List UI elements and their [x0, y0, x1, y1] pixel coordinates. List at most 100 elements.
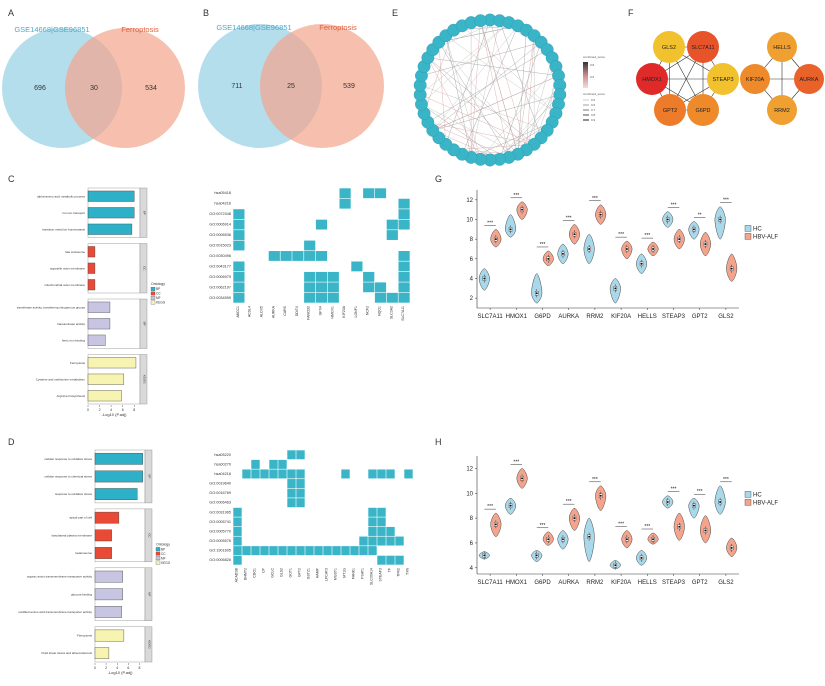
y-tick-label: 8 [470, 237, 474, 243]
x-tick-label: 4 [116, 666, 118, 670]
x-tick-label: GPT2 [692, 580, 708, 586]
x-tick-label: HMOX1 [506, 580, 528, 586]
bar [94, 570, 123, 583]
network-legend: combined_score 0.8 0.6 combined_score 0.… [583, 55, 605, 122]
hub-node-label: RRM2 [774, 108, 790, 114]
heatmap-cell [242, 469, 251, 479]
x-tick-label: RRM2 [586, 314, 604, 320]
significance-label: *** [644, 524, 650, 530]
y-tick-label: 12 [466, 466, 473, 472]
heatmap-row-label: GO:0062197 [209, 285, 231, 289]
legend-label: HC [753, 492, 762, 498]
y-tick-label: 10 [466, 218, 473, 224]
network-edge [445, 35, 472, 158]
bar [94, 511, 120, 524]
x-tick-label: 0 [94, 666, 96, 670]
heatmap-cell [233, 526, 242, 536]
heatmap-col-label: CP [262, 567, 266, 573]
heatmap-col-label: GPT2 [298, 568, 302, 577]
bar [87, 223, 133, 235]
violin-median [625, 538, 628, 541]
heatmap-cell [315, 219, 328, 230]
heatmap-cell [395, 536, 404, 546]
heatmap-col-label: ALOX5 [260, 306, 264, 317]
heatmap-row-label: GO:0034599 [209, 296, 231, 300]
facet-strip [144, 567, 153, 621]
heatmap-col-label: TF [388, 568, 392, 572]
heatmap-row-label: hsa04216 [214, 202, 231, 206]
y-tick-label: 6 [470, 257, 474, 263]
bar [87, 279, 96, 291]
heatmap-col-label: ACADSB [235, 567, 239, 582]
x-tick-label: KIF20A [611, 314, 631, 320]
heatmap-cell [278, 546, 287, 556]
violin-median [692, 504, 695, 507]
heatmap-cell [363, 282, 375, 293]
y-tick-label: 10 [466, 491, 473, 497]
network-edge [499, 94, 560, 160]
violin-median [704, 529, 707, 532]
bar [87, 207, 135, 219]
heatmap-cell [377, 555, 386, 565]
significance-label: ** [698, 212, 702, 218]
venn-a-right-circle [65, 28, 185, 148]
bar-label: cellular response to oxidative stress [44, 457, 92, 461]
legend-label: CC [156, 292, 161, 296]
network-edge [421, 22, 510, 105]
heatmap-cell [363, 271, 375, 282]
legend-swatch [155, 551, 161, 556]
facet-strip-label: CC [148, 533, 152, 538]
heatmap-cell [377, 469, 386, 479]
heatmap-cell [287, 479, 296, 489]
heatmap-cell [251, 546, 260, 556]
heatmap-col-label: CARS [283, 305, 287, 315]
network-edge [438, 42, 510, 158]
significance-label: *** [566, 215, 572, 221]
violin-median [573, 233, 576, 236]
bar-label: Fluid shear stress and atherosclerosis [41, 651, 92, 655]
network-edge [438, 25, 518, 43]
network-edge [470, 20, 481, 158]
panel-letter-b: B [203, 8, 209, 18]
bar [94, 606, 122, 618]
significance-label: *** [566, 499, 572, 505]
heatmap-col-label: GOT1 [289, 568, 293, 578]
x-tick-label: STEAP3 [662, 580, 686, 586]
legend-label: MF [156, 296, 161, 300]
network-edge [421, 104, 500, 160]
heatmap-cell [339, 198, 351, 209]
heatmap-cell [287, 546, 296, 556]
significance-label: *** [618, 522, 624, 528]
bar [87, 318, 111, 330]
network-edge [427, 57, 559, 76]
heatmap-cell [233, 536, 242, 546]
bar-label: ferric iron binding [62, 338, 85, 342]
violin-median [521, 477, 524, 480]
x-tick-label: AURKA [558, 580, 579, 586]
heatmap-row-label: GO:0005576 [209, 539, 231, 543]
heatmap-col-label: MGST1 [334, 568, 338, 580]
bar-label: modified amino acid transmembrane transp… [18, 610, 92, 614]
heatmap-cell [233, 209, 245, 220]
hub-node [767, 95, 797, 125]
heatmap-col-label: GLS2 [280, 568, 284, 577]
bar-label: cellular response to chemical stress [44, 474, 92, 478]
bar [94, 588, 123, 601]
hub-node-label: G6PD [696, 108, 711, 114]
y-tick-label: 12 [466, 198, 473, 204]
violin-median [494, 523, 497, 526]
heatmap-col-label: CDO1 [253, 568, 257, 578]
heatmap-cell [242, 546, 251, 556]
heatmap-col-label: LONP1 [354, 306, 358, 318]
heatmap-col-label: BHMT2 [244, 568, 248, 580]
go-kegg-barplot-c: BP alpha-amino acid metabolic process iron… [17, 187, 166, 417]
x-tick-label: 2 [105, 666, 107, 670]
heatmap-cell [363, 188, 375, 199]
facet-strip-label: MF [143, 322, 147, 326]
facet-strip [139, 187, 148, 238]
significance-label: *** [671, 487, 677, 493]
x-tick-label: 6 [122, 408, 124, 412]
heatmap-cell [260, 546, 269, 556]
panel-letter-g: G [435, 174, 442, 184]
bar-label: melanosome [75, 551, 93, 555]
